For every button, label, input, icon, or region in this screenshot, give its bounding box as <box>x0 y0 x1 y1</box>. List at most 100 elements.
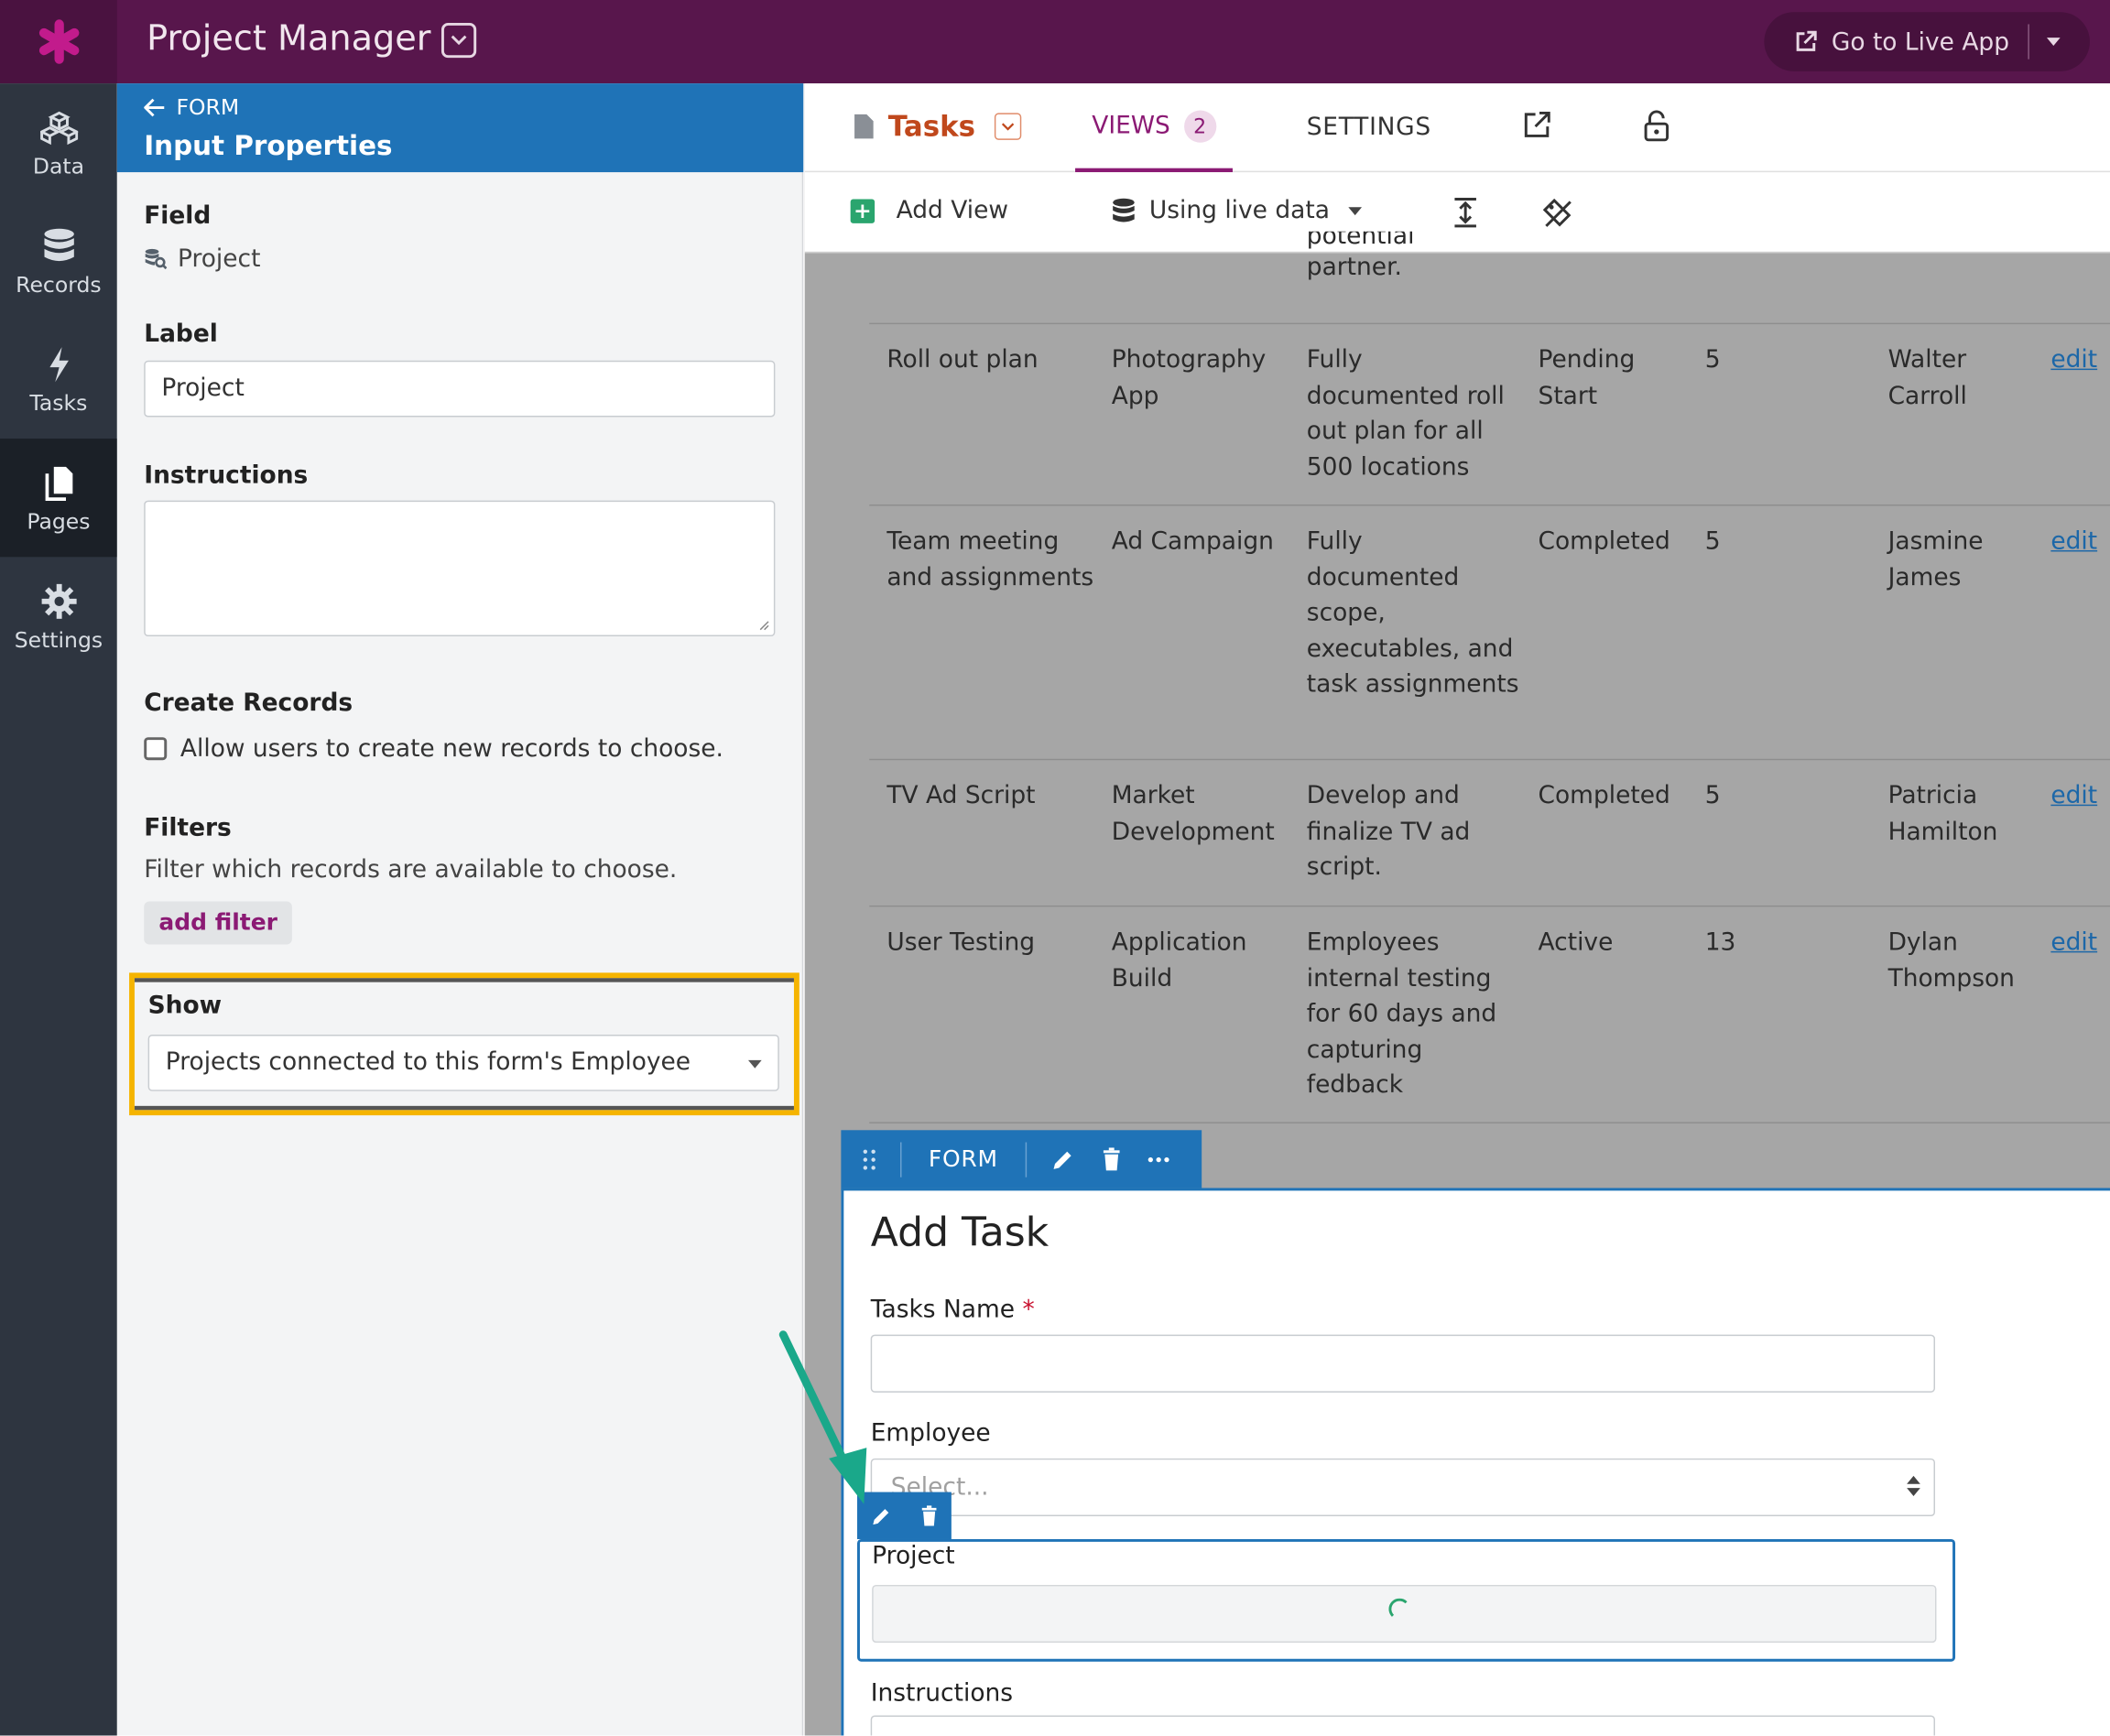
rail-item-data[interactable]: Data <box>0 83 117 201</box>
live-data-label: Using live data <box>1148 196 1330 225</box>
field-value: Project <box>144 244 260 273</box>
rail-label-settings: Settings <box>14 626 103 652</box>
tab-tasks[interactable]: Tasks <box>854 110 1021 143</box>
add-view-label: Add View <box>896 196 1009 225</box>
rail-item-pages[interactable]: Pages <box>0 439 117 558</box>
open-page-external-icon[interactable] <box>1522 110 1551 139</box>
add-task-form: Add Task Tasks Name * Employee Select... <box>841 1188 2110 1736</box>
live-app-dropdown-icon[interactable] <box>2046 37 2062 48</box>
asterisk-logo-icon <box>38 19 79 64</box>
table-row: Team meeting and assignments Ad Campaign… <box>869 505 2110 759</box>
expand-height-icon[interactable] <box>1452 197 1478 229</box>
live-data-dropdown[interactable]: Using live data <box>1112 196 1363 225</box>
status-cell: Completed <box>1538 781 1670 810</box>
arrow-left-icon <box>144 97 165 116</box>
page-dropdown-icon[interactable] <box>994 113 1021 140</box>
go-to-live-app-button[interactable]: Go to Live App <box>1764 12 2090 71</box>
project-cell: Application Build <box>1111 928 1247 993</box>
form-view-toolbar: FORM <box>841 1130 1202 1188</box>
project-select-loading[interactable] <box>872 1584 1937 1644</box>
tasks-name-label: Tasks Name * <box>871 1296 1035 1324</box>
resize-handle-icon[interactable] <box>756 617 770 631</box>
tasks-name-label-text: Tasks Name <box>870 1296 1016 1324</box>
task-name-cell: User Testing <box>886 928 1036 957</box>
rail-label-pages: Pages <box>27 507 91 534</box>
form-title: Add Task <box>870 1209 1050 1257</box>
tab-views-label: VIEWS <box>1092 111 1170 140</box>
employee-cell: Jasmine James <box>1887 527 1984 591</box>
instructions-textarea[interactable] <box>144 500 776 637</box>
back-label: FORM <box>176 93 240 120</box>
table-row: TV Ad Script Market Development Develop … <box>869 758 2110 906</box>
employee-select[interactable]: Select... <box>870 1458 1935 1517</box>
tab-tasks-label: Tasks <box>887 110 975 143</box>
pencil-icon[interactable] <box>871 1505 893 1527</box>
loading-spinner-icon <box>1388 1598 1410 1621</box>
top-bar: Project Manager Go to Live App <box>0 0 2110 84</box>
page-editor-main: Tasks VIEWS 2 SETTINGS + Add View <box>804 83 2110 1736</box>
field-heading: Field <box>144 201 212 231</box>
rail-label-tasks: Tasks <box>29 389 88 416</box>
add-view-button[interactable]: + Add View <box>850 196 1009 225</box>
trash-icon[interactable] <box>920 1504 938 1527</box>
project-cell: Market Development <box>1111 781 1275 846</box>
rail-item-settings[interactable]: Settings <box>0 557 117 675</box>
label-heading: Label <box>144 320 218 349</box>
status-cell: Pending Start <box>1538 345 1636 410</box>
description-cell: Fully documented scope, executables, and… <box>1306 527 1519 699</box>
design-style-icon[interactable] <box>1540 197 1572 229</box>
show-heading: Show <box>147 991 223 1020</box>
tab-settings[interactable]: SETTINGS <box>1306 113 1431 142</box>
employee-cell: Dylan Thompson <box>1887 928 2015 993</box>
go-to-live-app-label: Go to Live App <box>1831 27 2009 56</box>
project-input-selected[interactable]: Project <box>857 1538 1956 1662</box>
app-menu-dropdown[interactable] <box>440 22 477 59</box>
database-icon <box>1113 198 1135 222</box>
tab-views[interactable]: VIEWS 2 <box>1075 83 1233 173</box>
create-records-option[interactable]: Allow users to create new records to cho… <box>144 734 723 763</box>
employee-label: Employee <box>870 1419 991 1448</box>
instructions-input[interactable] <box>870 1715 1935 1736</box>
status-cell: Completed <box>1538 527 1670 556</box>
lock-icon[interactable] <box>1643 110 1670 142</box>
edit-link[interactable]: edit <box>2050 345 2098 374</box>
filters-heading: Filters <box>144 813 232 842</box>
edit-link[interactable]: edit <box>2050 928 2098 957</box>
description-cell: Develop and finalize TV ad script. <box>1306 781 1471 882</box>
add-filter-button[interactable]: add filter <box>144 901 293 945</box>
more-options-icon[interactable] <box>1147 1156 1169 1162</box>
rail-item-tasks[interactable]: Tasks <box>0 320 117 439</box>
left-navigation-rail: Data Records Tasks Pages Settings <box>0 83 117 1736</box>
description-cell: Employees internal testing for 60 days a… <box>1306 928 1497 1100</box>
app-logo[interactable] <box>0 0 117 84</box>
data-icon <box>39 107 78 147</box>
drag-handle-icon[interactable] <box>863 1148 876 1170</box>
description-cell: Fully documented roll out plan for all 5… <box>1306 345 1505 482</box>
instructions-heading: Instructions <box>144 461 309 490</box>
back-to-form-link[interactable]: FORM <box>144 94 239 120</box>
app-title: Project Manager <box>147 18 431 60</box>
create-records-heading: Create Records <box>144 689 353 718</box>
employee-cell: Patricia Hamilton <box>1887 781 1998 846</box>
trash-icon[interactable] <box>1102 1146 1121 1171</box>
partial-text-line-1: potential <box>1306 231 1415 251</box>
task-name-cell: Team meeting and assignments <box>886 527 1094 591</box>
views-count-badge: 2 <box>1183 109 1216 143</box>
show-select[interactable]: Projects connected to this form's Employ… <box>147 1034 779 1091</box>
show-section: Show Projects connected to this form's E… <box>134 978 794 1111</box>
create-records-checkbox[interactable] <box>144 737 168 761</box>
status-cell: Active <box>1538 928 1614 957</box>
tasks-name-input[interactable] <box>870 1334 1935 1393</box>
plus-square-icon: + <box>850 198 876 223</box>
label-input[interactable]: Project <box>144 360 776 418</box>
connection-search-icon <box>145 248 168 270</box>
pencil-icon[interactable] <box>1050 1147 1074 1171</box>
filters-help-text: Filter which records are available to ch… <box>144 855 678 884</box>
edit-link[interactable]: edit <box>2050 527 2098 556</box>
hours-cell: 5 <box>1704 345 1721 374</box>
employee-cell: Walter Carroll <box>1887 345 1967 410</box>
rail-item-records[interactable]: Records <box>0 201 117 320</box>
bolt-icon <box>47 343 71 384</box>
edit-link[interactable]: edit <box>2050 781 2098 810</box>
hours-cell: 5 <box>1704 527 1721 556</box>
